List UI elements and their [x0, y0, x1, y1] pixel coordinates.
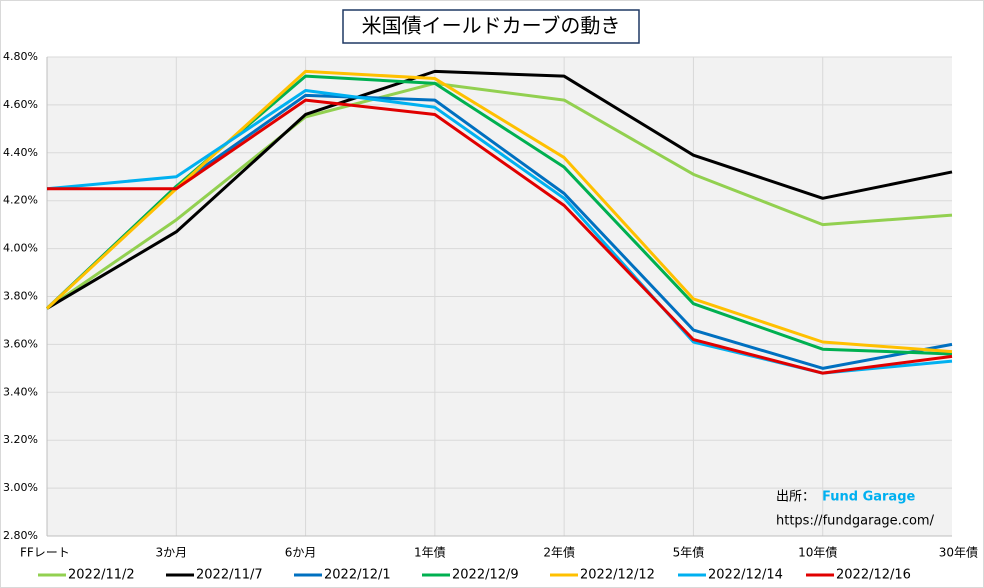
- y-tick-label: 4.80%: [3, 50, 38, 63]
- y-tick-label: 3.60%: [3, 337, 38, 350]
- legend-label: 2022/11/2: [68, 568, 135, 583]
- x-tick-label: 5年債: [673, 545, 705, 560]
- y-tick-label: 3.80%: [3, 290, 38, 303]
- x-tick-label: 10年債: [798, 545, 837, 560]
- y-tick-label: 3.00%: [3, 481, 38, 494]
- legend-label: 2022/12/9: [452, 568, 519, 583]
- x-tick-label: 2年債: [543, 545, 575, 560]
- y-tick-label: 4.40%: [3, 146, 38, 159]
- y-tick-label: 4.20%: [3, 194, 38, 207]
- title-box: [342, 9, 640, 44]
- x-tick-label: 6か月: [285, 546, 317, 560]
- series-line: [46, 69, 953, 310]
- source-name: Fund Garage: [822, 490, 916, 505]
- source-url: https://fundgarage.com/: [776, 514, 935, 529]
- x-tick-label: 30年債: [939, 545, 978, 560]
- legend-label: 2022/12/16: [836, 568, 911, 583]
- y-tick-label: 2.80%: [3, 529, 38, 542]
- y-tick-label: 4.00%: [3, 242, 38, 255]
- legend-label: 2022/12/14: [708, 568, 783, 583]
- x-tick-label: 3か月: [155, 546, 187, 560]
- y-tick-label: 3.20%: [3, 433, 38, 446]
- source-label: 出所：: [776, 490, 815, 505]
- legend-label: 2022/11/7: [196, 568, 263, 583]
- series-line: [45, 69, 953, 354]
- chart-title: 米国債イールドカーブの動き: [362, 14, 621, 38]
- legend-label: 2022/12/1: [324, 568, 391, 583]
- y-tick-label: 3.40%: [3, 385, 38, 398]
- x-tick-label: FFレート: [20, 546, 70, 560]
- y-tick-label: 4.60%: [3, 98, 38, 111]
- legend-label: 2022/12/12: [580, 568, 655, 583]
- series-line: [47, 98, 953, 375]
- series-line: [46, 81, 953, 310]
- x-tick-label: 1年債: [414, 545, 446, 560]
